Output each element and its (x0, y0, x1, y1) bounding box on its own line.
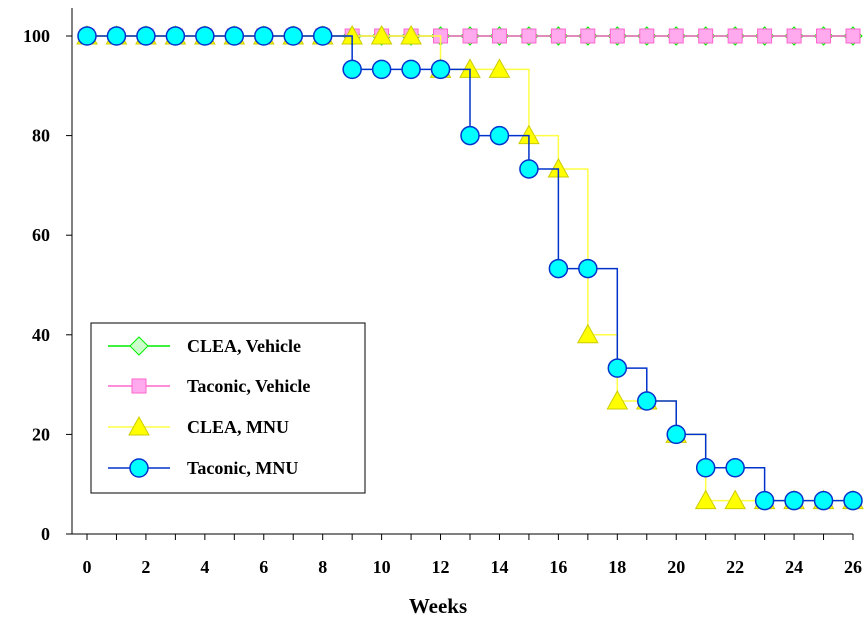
x-tick-label: 12 (432, 557, 450, 577)
data-point (695, 458, 716, 478)
axes (66, 8, 854, 540)
data-point (460, 125, 480, 146)
x-tick-label: 18 (608, 557, 626, 577)
x-tick-label: 24 (785, 557, 803, 577)
data-point (224, 26, 245, 46)
data-point (430, 59, 451, 80)
x-tick-label: 2 (141, 557, 150, 577)
data-point (725, 458, 745, 478)
data-point (816, 28, 832, 44)
data-point (283, 26, 303, 46)
legend: CLEA, Vehicle Taconic, Vehicle CLEA, MNU Ta… (90, 322, 366, 494)
data-point (668, 28, 684, 44)
series-taconic-mnu (77, 26, 863, 511)
legend-swatch-marker (131, 378, 147, 394)
data-point (521, 28, 537, 44)
data-point (637, 391, 657, 411)
data-point (550, 28, 566, 44)
series-layer (76, 24, 864, 511)
legend-label: Taconic, Vehicle (187, 376, 310, 396)
data-point (488, 58, 511, 78)
data-point (784, 490, 804, 511)
x-tick-label: 6 (259, 557, 268, 577)
x-axis-title: Weeks (409, 594, 467, 618)
legend-swatch-marker (129, 458, 149, 478)
data-point (786, 28, 802, 44)
data-point (607, 358, 628, 378)
data-point (401, 59, 421, 80)
x-tick-label: 26 (844, 557, 862, 577)
x-tick-label: 20 (667, 557, 685, 577)
y-tick-label: 0 (41, 524, 50, 544)
x-tick-label: 16 (549, 557, 567, 577)
data-point (578, 258, 598, 279)
legend-swatch-marker (128, 415, 150, 436)
data-point (698, 28, 714, 44)
data-point (254, 26, 274, 46)
data-point (489, 125, 510, 146)
data-point (342, 59, 362, 80)
data-point (312, 26, 333, 46)
data-point (845, 28, 861, 44)
data-point (724, 489, 747, 510)
data-point (400, 24, 422, 45)
x-tick-label: 8 (318, 557, 327, 577)
data-point (77, 26, 97, 46)
y-tick-label: 80 (32, 126, 50, 146)
x-tick-label: 22 (726, 557, 744, 577)
data-point (370, 24, 393, 45)
data-point (491, 28, 507, 44)
data-point (136, 26, 156, 46)
data-point (754, 490, 775, 511)
data-point (666, 424, 686, 445)
data-point (606, 390, 629, 410)
data-point (519, 159, 539, 179)
data-point (757, 28, 773, 44)
data-point (165, 26, 186, 46)
x-tick-label: 10 (373, 557, 391, 577)
legend-label: Taconic, MNU (187, 458, 298, 478)
data-point (813, 490, 834, 511)
legend-label: CLEA, Vehicle (187, 336, 301, 356)
data-point (843, 490, 863, 511)
data-point (462, 28, 478, 44)
data-point (548, 258, 569, 279)
data-point (639, 28, 655, 44)
data-point (371, 59, 392, 80)
x-tick-label: 0 (83, 557, 92, 577)
data-point (576, 323, 599, 344)
data-point (195, 26, 215, 46)
y-tick-label: 20 (32, 424, 50, 444)
legend-label: CLEA, MNU (187, 417, 289, 437)
legend-swatch-marker (129, 336, 149, 356)
data-point (106, 26, 127, 46)
y-tick-label: 40 (32, 325, 50, 345)
y-tick-label: 100 (23, 26, 50, 46)
data-point (694, 489, 717, 510)
x-tick-label: 4 (200, 557, 209, 577)
x-tick-label: 14 (490, 557, 508, 577)
data-point (609, 28, 625, 44)
y-tick-label: 60 (32, 225, 50, 245)
data-point (580, 28, 596, 44)
data-point (727, 28, 743, 44)
